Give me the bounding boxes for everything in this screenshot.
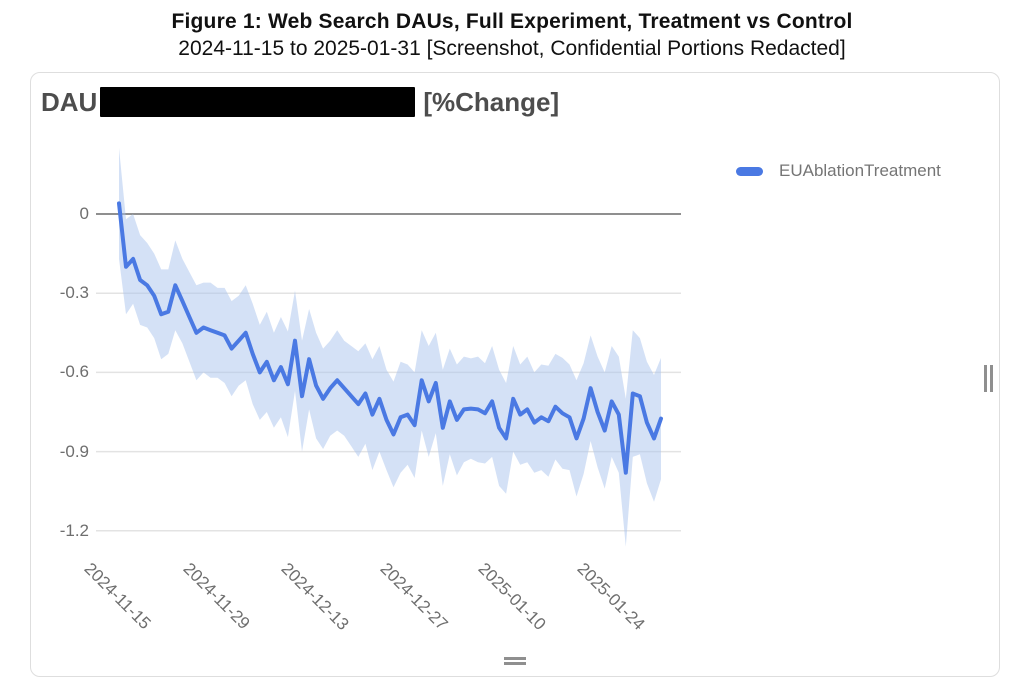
chart-header-suffix: [%Change] <box>423 86 560 117</box>
legend-series-label: EUAblationTreatment <box>779 161 941 180</box>
y-tick-label: -1.2 <box>59 520 89 540</box>
plot-area[interactable] <box>31 73 999 676</box>
handle-bar <box>984 365 987 392</box>
legend[interactable]: EUAblationTreatment <box>736 161 941 181</box>
redaction-box <box>100 87 416 117</box>
handle-bar <box>504 657 526 660</box>
bottom-resize-handle[interactable] <box>504 657 526 666</box>
figure-subtitle: 2024-11-15 to 2025-01-31 [Screenshot, Co… <box>178 37 846 60</box>
chart-header: DAU [%Change] <box>41 85 559 119</box>
confidence-band <box>119 148 661 547</box>
y-tick-label: -0.3 <box>59 283 89 303</box>
figure-title: Figure 1: Web Search DAUs, Full Experime… <box>171 10 853 33</box>
right-resize-handle[interactable] <box>983 365 995 392</box>
handle-bar <box>504 662 526 665</box>
y-axis: 0 -0.3 -0.6 -0.9 -1.2 <box>31 73 89 676</box>
handle-bar <box>990 365 993 392</box>
y-tick-label: -0.9 <box>59 441 89 461</box>
legend-series-marker <box>736 166 763 176</box>
y-tick-label: 0 <box>79 204 89 223</box>
y-tick-label: -0.6 <box>59 362 89 382</box>
series-line <box>117 201 663 475</box>
chart-card: DAU [%Change] EUAblationTreatment 0 -0.3 -… <box>30 72 1000 677</box>
chart-header-prefix: DAU <box>41 86 98 117</box>
